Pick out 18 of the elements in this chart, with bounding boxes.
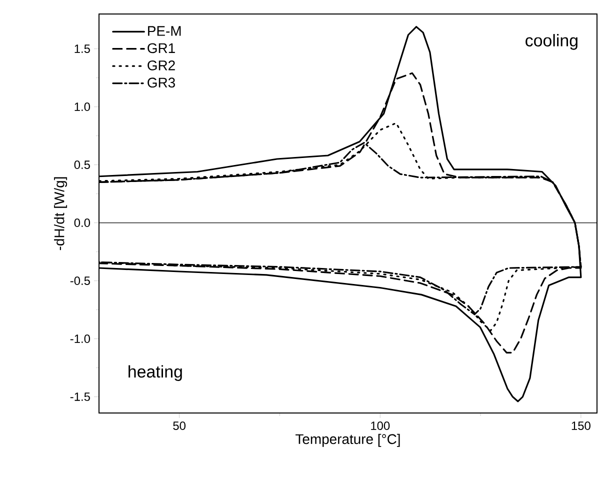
- x-tick-label: 50: [173, 422, 186, 430]
- annotation: heating: [128, 365, 182, 381]
- y-tick-label: -1.5: [70, 392, 90, 401]
- legend-label: PE-M: [148, 26, 181, 36]
- y-axis-title: -dH/dt [W/g]: [54, 177, 68, 250]
- y-tick-label: -1.0: [70, 334, 90, 343]
- y-tick-label: 1.0: [74, 102, 90, 112]
- annotation: cooling: [526, 34, 578, 50]
- x-tick-label: 100: [371, 422, 390, 430]
- legend-label: GR3: [148, 78, 175, 88]
- y-tick-label: -0.5: [70, 276, 90, 285]
- legend-label: GR1: [148, 43, 175, 54]
- legend-label: GR2: [148, 60, 175, 70]
- x-axis-title: Temperature [°C]: [296, 434, 400, 447]
- x-tick-label: 150: [572, 422, 590, 430]
- y-tick-label: 0.0: [74, 218, 90, 227]
- y-tick-label: 1.5: [74, 44, 90, 53]
- y-tick-label: 0.5: [74, 160, 90, 170]
